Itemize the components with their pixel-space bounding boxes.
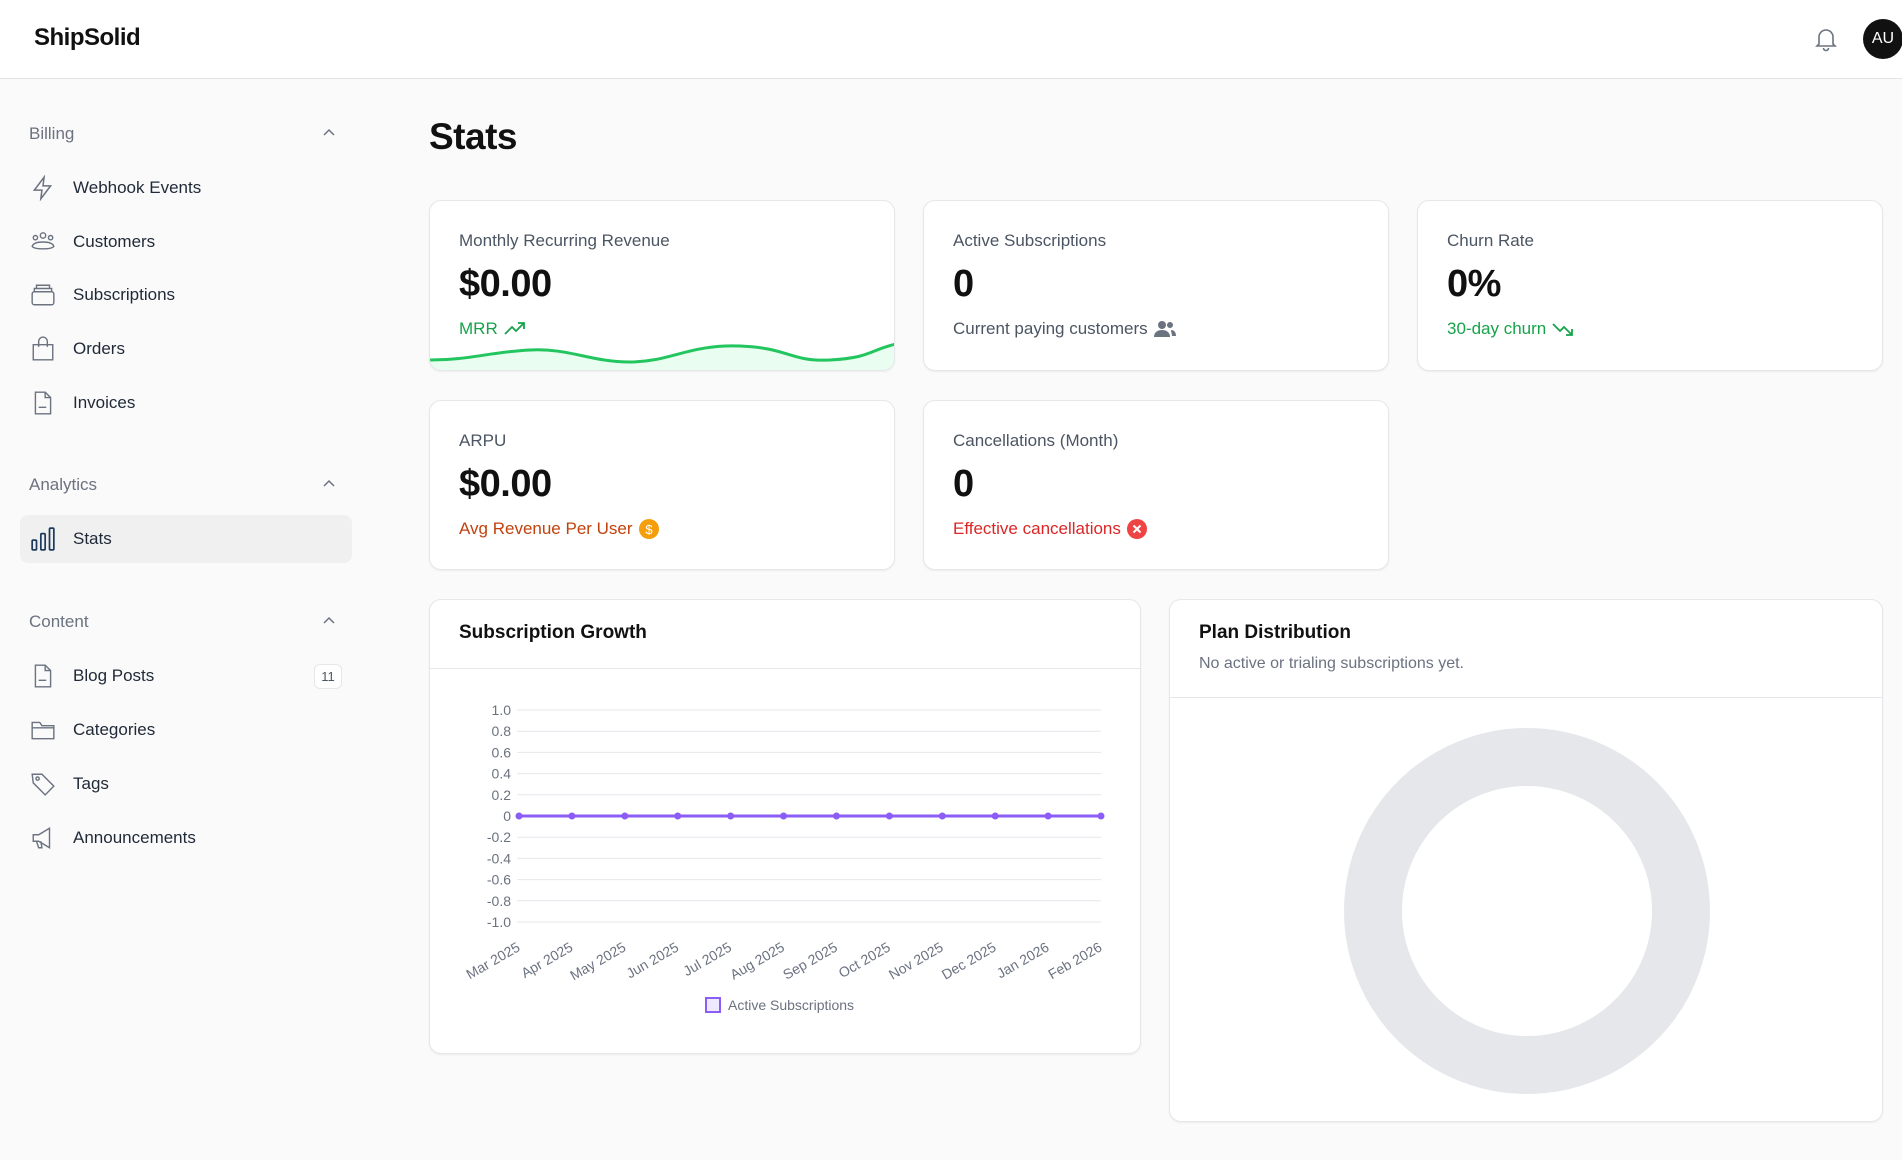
data-point[interactable] bbox=[568, 812, 576, 820]
data-point[interactable] bbox=[515, 812, 523, 820]
kpi-value: $0.00 bbox=[459, 463, 552, 505]
y-tick-label: -0.4 bbox=[487, 850, 511, 866]
x-tick-label: Oct 2025 bbox=[836, 939, 893, 981]
sidebar-item-orders[interactable]: Orders bbox=[20, 325, 352, 373]
kpi-card-arpu: ARPU $0.00 Avg Revenue Per User $ bbox=[429, 400, 895, 570]
y-tick-label: 0 bbox=[503, 808, 511, 824]
kpi-value: 0 bbox=[953, 463, 974, 505]
mrr-sparkline bbox=[430, 342, 894, 370]
kpi-value: 0% bbox=[1447, 263, 1501, 305]
x-tick-label: Sep 2025 bbox=[780, 939, 840, 983]
data-point[interactable] bbox=[1044, 812, 1052, 820]
x-tick-label: Dec 2025 bbox=[939, 939, 999, 983]
sidebar-item-stats[interactable]: Stats bbox=[20, 515, 352, 563]
chart-title: Subscription Growth bbox=[459, 622, 647, 643]
y-tick-label: -1.0 bbox=[487, 914, 511, 930]
line-chart: 1.0 0.8 0.6 0.4 0.2 0 -0.2 -0.4 -0.6 -0.8 -1.0 Mar … bbox=[463, 702, 1105, 1013]
kpi-value: 0 bbox=[953, 263, 974, 305]
x-tick-label: Jan 2026 bbox=[994, 939, 1052, 982]
data-point[interactable] bbox=[780, 812, 788, 820]
bar-chart-icon bbox=[31, 527, 55, 551]
bell-icon[interactable] bbox=[1814, 26, 1838, 52]
folder-icon bbox=[31, 721, 55, 740]
users-icon bbox=[31, 232, 55, 250]
x-tick-label: Mar 2025 bbox=[463, 939, 522, 983]
sidebar-item-tags[interactable]: Tags bbox=[20, 760, 352, 808]
svg-text:$: $ bbox=[645, 522, 653, 537]
y-tick-label: 0.8 bbox=[492, 723, 512, 739]
top-bar: ShipSolid AU bbox=[0, 0, 1902, 79]
chevron-up-icon[interactable] bbox=[322, 128, 336, 138]
x-tick-label: Feb 2026 bbox=[1045, 939, 1104, 983]
bag-icon bbox=[32, 336, 54, 361]
data-point[interactable] bbox=[727, 812, 735, 820]
kpi-card-active-subscriptions: Active Subscriptions 0 Current paying cu… bbox=[923, 200, 1389, 371]
trending-up-icon bbox=[504, 322, 525, 335]
data-point[interactable] bbox=[991, 812, 999, 820]
megaphone-icon bbox=[32, 827, 51, 849]
section-billing[interactable]: Billing bbox=[29, 124, 75, 143]
data-point[interactable] bbox=[1097, 812, 1105, 820]
chevron-up-icon[interactable] bbox=[322, 479, 336, 489]
y-tick-label: 0.2 bbox=[492, 787, 512, 803]
data-point[interactable] bbox=[832, 812, 840, 820]
y-tick-label: -0.6 bbox=[487, 872, 511, 888]
x-tick-label: Apr 2025 bbox=[518, 939, 575, 981]
chevron-up-icon[interactable] bbox=[322, 616, 336, 626]
x-tick-label: Nov 2025 bbox=[886, 939, 946, 983]
y-tick-label: 1.0 bbox=[492, 702, 512, 718]
legend-label[interactable]: Active Subscriptions bbox=[728, 997, 854, 1013]
sidebar-item-announcements[interactable]: Announcements bbox=[20, 814, 352, 862]
sidebar-item-blog-posts[interactable]: Blog Posts 11 bbox=[20, 652, 352, 700]
app-logo[interactable]: ShipSolid bbox=[34, 24, 141, 51]
section-analytics[interactable]: Analytics bbox=[29, 475, 98, 494]
data-point[interactable] bbox=[674, 812, 682, 820]
data-point[interactable] bbox=[938, 812, 946, 820]
plan-distribution-card: Plan Distribution No active or trialing … bbox=[1169, 599, 1883, 1122]
x-tick-label: Jul 2025 bbox=[680, 939, 734, 979]
y-tick-label: 0.6 bbox=[492, 744, 512, 760]
x-circle-icon bbox=[1126, 519, 1147, 539]
document-icon bbox=[34, 664, 52, 688]
section-content[interactable]: Content bbox=[29, 612, 89, 631]
x-tick-label: Jun 2025 bbox=[623, 939, 681, 982]
sidebar-item-customers[interactable]: Customers bbox=[20, 218, 352, 266]
kpi-value: $0.00 bbox=[459, 263, 552, 305]
stack-icon bbox=[31, 284, 55, 306]
tag-icon bbox=[31, 773, 55, 796]
document-icon bbox=[34, 391, 52, 415]
card-title: Plan Distribution bbox=[1199, 622, 1351, 643]
donut-empty-ring bbox=[1344, 728, 1710, 1094]
kpi-card-mrr: Monthly Recurring Revenue $0.00 MRR bbox=[429, 200, 895, 371]
kpi-card-cancellations: Cancellations (Month) 0 Effective cancel… bbox=[923, 400, 1389, 570]
sidebar-item-categories[interactable]: Categories bbox=[20, 706, 352, 754]
subscription-growth-card: Subscription Growth 1.0 0.8 0.6 0.4 0.2 0 -0.2… bbox=[429, 599, 1141, 1054]
bolt-icon bbox=[32, 175, 53, 201]
y-tick-label: 0.4 bbox=[492, 766, 512, 782]
y-tick-label: -0.2 bbox=[487, 829, 511, 845]
count-badge: 11 bbox=[314, 664, 342, 689]
trending-down-icon bbox=[1552, 323, 1574, 336]
sidebar-item-invoices[interactable]: Invoices bbox=[20, 379, 352, 427]
avatar[interactable]: AU bbox=[1863, 19, 1902, 59]
kpi-card-churn-rate: Churn Rate 0% 30-day churn bbox=[1417, 200, 1883, 371]
page-title: Stats bbox=[429, 116, 517, 157]
empty-message: No active or trialing subscriptions yet. bbox=[1199, 655, 1464, 672]
dollar-coin-icon: $ bbox=[638, 519, 659, 539]
donut-chart bbox=[1344, 728, 1710, 1094]
data-point[interactable] bbox=[621, 812, 629, 820]
y-tick-label: -0.8 bbox=[487, 893, 511, 909]
x-tick-label: Aug 2025 bbox=[727, 939, 787, 983]
sidebar-item-subscriptions[interactable]: Subscriptions bbox=[20, 271, 352, 319]
users-icon bbox=[1153, 321, 1176, 337]
sidebar-item-webhook-events[interactable]: Webhook Events bbox=[20, 164, 352, 212]
x-tick-label: May 2025 bbox=[567, 939, 628, 984]
legend-swatch[interactable] bbox=[705, 997, 721, 1013]
data-point[interactable] bbox=[885, 812, 893, 820]
